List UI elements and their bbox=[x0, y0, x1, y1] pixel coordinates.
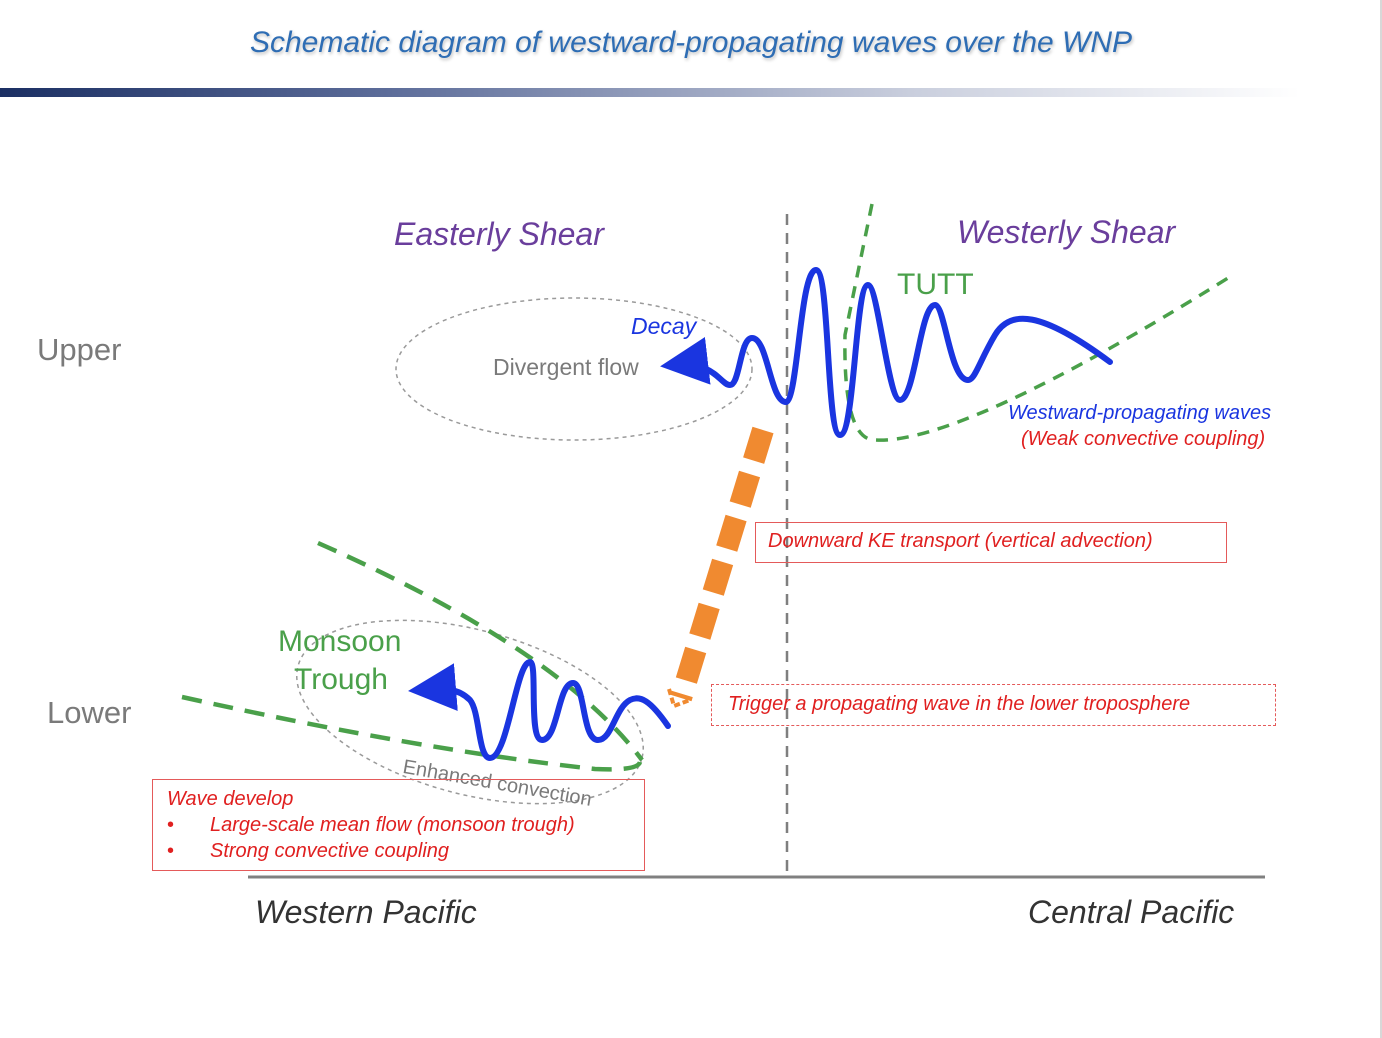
downward-ke-label: Downward KE transport (vertical advectio… bbox=[768, 530, 1153, 552]
downward-ke-box bbox=[755, 522, 1227, 563]
ke-transport-arrowhead bbox=[667, 688, 691, 709]
wave-develop-heading: Wave develop bbox=[167, 788, 294, 810]
ke-transport-arrow bbox=[670, 426, 774, 702]
central-pacific-label: Central Pacific bbox=[1028, 894, 1235, 930]
decay-label: Decay bbox=[631, 313, 697, 339]
upper-wave bbox=[660, 266, 1113, 439]
monsoon-trough-line-upper bbox=[317, 540, 644, 762]
trigger-label: Trigger a propagating wave in the lower … bbox=[728, 693, 1191, 715]
wave-develop-item: Strong convective coupling bbox=[167, 838, 575, 864]
westerly-shear-label: Westerly Shear bbox=[957, 214, 1176, 250]
slide-edge bbox=[1380, 0, 1382, 1038]
upper-level-label: Upper bbox=[37, 332, 122, 367]
wave-develop-item: Large-scale mean flow (monsoon trough) bbox=[167, 812, 575, 838]
lower-wave bbox=[408, 658, 671, 762]
tutt-trough-line bbox=[843, 203, 1229, 442]
monsoon-label: Monsoon bbox=[278, 625, 402, 658]
weak-coupling-label: (Weak convective coupling) bbox=[1021, 428, 1266, 450]
divergent-flow-label: Divergent flow bbox=[493, 354, 639, 380]
trough-label: Trough bbox=[294, 663, 388, 696]
easterly-shear-label: Easterly Shear bbox=[394, 216, 604, 252]
wave-develop-box bbox=[152, 779, 645, 871]
title-underline-bar bbox=[0, 88, 1300, 97]
western-pacific-label: Western Pacific bbox=[255, 894, 477, 930]
westward-waves-label: Westward-propagating waves bbox=[1008, 402, 1272, 424]
slide-title: Schematic diagram of westward-propagatin… bbox=[249, 26, 1133, 59]
tutt-label: TUTT bbox=[897, 268, 974, 301]
wave-develop-list: Large-scale mean flow (monsoon trough) S… bbox=[167, 812, 575, 864]
lower-level-label: Lower bbox=[47, 695, 132, 730]
trigger-box bbox=[711, 684, 1276, 726]
divergent-flow-ellipse bbox=[395, 297, 753, 441]
monsoon-trough-line-lower bbox=[181, 694, 643, 772]
